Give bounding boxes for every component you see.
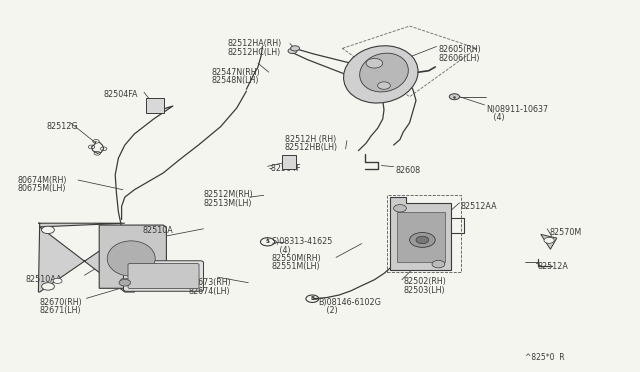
Text: 82502(RH): 82502(RH) xyxy=(403,277,446,286)
Text: 82512G: 82512G xyxy=(46,122,77,131)
Text: 82512HB(LH): 82512HB(LH) xyxy=(285,143,338,152)
Circle shape xyxy=(119,279,131,286)
Polygon shape xyxy=(397,212,445,262)
Text: 80675M(LH): 80675M(LH) xyxy=(18,184,67,193)
Text: 82512HA(RH): 82512HA(RH) xyxy=(227,39,282,48)
Text: 82548N(LH): 82548N(LH) xyxy=(211,76,259,85)
Text: 82510AA: 82510AA xyxy=(26,275,62,283)
Text: 82512AA: 82512AA xyxy=(461,202,497,211)
Text: -82504F: -82504F xyxy=(269,164,301,173)
Circle shape xyxy=(416,236,429,244)
Circle shape xyxy=(394,205,406,212)
Text: B: B xyxy=(310,296,314,301)
Text: 82512HC(LH): 82512HC(LH) xyxy=(227,48,280,57)
Text: 82512M(RH): 82512M(RH) xyxy=(204,190,253,199)
Circle shape xyxy=(288,48,297,54)
Text: (4): (4) xyxy=(486,113,505,122)
Circle shape xyxy=(120,278,129,283)
Polygon shape xyxy=(390,197,451,270)
Circle shape xyxy=(449,94,460,100)
Text: 82674(LH): 82674(LH) xyxy=(189,287,230,296)
Circle shape xyxy=(53,278,62,283)
Polygon shape xyxy=(541,234,557,249)
Polygon shape xyxy=(99,225,166,288)
Text: 82513M(LH): 82513M(LH) xyxy=(204,199,252,208)
Text: 82673(RH): 82673(RH) xyxy=(189,278,232,287)
Text: 82503(LH): 82503(LH) xyxy=(403,286,445,295)
Text: 82606(LH): 82606(LH) xyxy=(438,54,480,63)
Circle shape xyxy=(544,237,554,243)
Text: 82504FA: 82504FA xyxy=(104,90,138,99)
Circle shape xyxy=(42,283,54,290)
Circle shape xyxy=(291,46,300,51)
Text: 82510A: 82510A xyxy=(142,226,173,235)
Text: 80674M(RH): 80674M(RH) xyxy=(18,176,67,185)
Text: 82670(RH): 82670(RH) xyxy=(40,298,83,307)
Text: 82512A: 82512A xyxy=(538,262,568,271)
Text: 82608: 82608 xyxy=(396,166,420,174)
Text: 82512H (RH): 82512H (RH) xyxy=(285,135,336,144)
Text: 82671(LH): 82671(LH) xyxy=(40,306,81,315)
Text: 82570M: 82570M xyxy=(549,228,581,237)
Text: ^825*0  R: ^825*0 R xyxy=(525,353,564,362)
Text: S: S xyxy=(266,239,269,244)
Text: (2): (2) xyxy=(319,306,337,315)
FancyBboxPatch shape xyxy=(124,261,204,291)
Circle shape xyxy=(432,260,445,268)
Text: 82550M(RH): 82550M(RH) xyxy=(272,254,322,263)
Text: 82551M(LH): 82551M(LH) xyxy=(272,262,321,271)
Bar xyxy=(387,195,461,272)
Text: 82605(RH): 82605(RH) xyxy=(438,45,481,54)
Ellipse shape xyxy=(107,241,155,276)
FancyBboxPatch shape xyxy=(128,263,199,289)
Circle shape xyxy=(42,226,54,234)
Ellipse shape xyxy=(344,46,418,103)
Text: N)08911-10637: N)08911-10637 xyxy=(486,105,548,114)
Text: B)08146-6102G: B)08146-6102G xyxy=(319,298,381,307)
Text: S)08313-41625: S)08313-41625 xyxy=(272,237,333,246)
Circle shape xyxy=(366,58,383,68)
Text: (4): (4) xyxy=(272,246,291,254)
Circle shape xyxy=(378,82,390,89)
Bar xyxy=(146,98,164,113)
Bar xyxy=(282,155,296,169)
Circle shape xyxy=(118,253,131,260)
Polygon shape xyxy=(38,223,136,292)
Ellipse shape xyxy=(360,53,408,92)
Circle shape xyxy=(410,232,435,247)
Text: 82547N(RH): 82547N(RH) xyxy=(211,68,260,77)
